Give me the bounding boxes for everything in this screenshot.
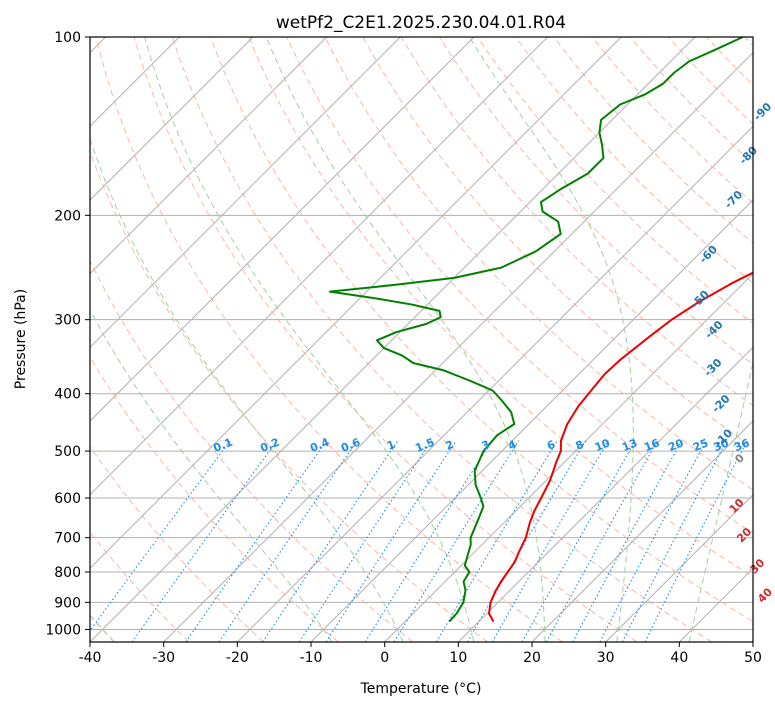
isotherm-20 — [531, 420, 753, 642]
x-tick-label: 20 — [523, 650, 541, 666]
y-tick-label: 400 — [54, 387, 81, 403]
mixing-ratio-label: 2 — [444, 438, 456, 453]
x-tick-label: 10 — [449, 650, 467, 666]
x-tick-label: -10 — [300, 650, 323, 666]
x-tick-label: -20 — [226, 650, 249, 666]
mixing-ratio-line — [298, 440, 432, 642]
mixing-ratio-line — [491, 440, 609, 642]
mixing-ratio-line — [90, 440, 231, 632]
isotherm--70 — [90, 37, 475, 422]
chart-title: wetPf2_C2E1.2025.230.04.01.R04 — [276, 13, 566, 33]
moist-adiabat — [688, 359, 753, 642]
x-tick-label: 30 — [597, 650, 615, 666]
dry-adiabat — [591, 37, 753, 204]
isotherm--50 — [90, 37, 622, 570]
dry-adiabat — [171, 37, 712, 642]
isotherm--30 — [163, 51, 753, 642]
mixing-ratio-line — [262, 440, 399, 642]
y-tick-label: 1000 — [45, 622, 81, 638]
isotherm--60 — [90, 37, 549, 496]
mixing-ratio-label: 16 — [642, 436, 661, 454]
x-tick-label: 40 — [670, 650, 688, 666]
y-tick-label: 500 — [54, 444, 81, 460]
mixing-ratio-line — [599, 440, 707, 642]
isotherm--40 — [90, 37, 696, 642]
mixing-ratio-label: 10 — [593, 436, 612, 454]
dry-adiabat — [400, 37, 753, 407]
mixing-ratio-label: 25 — [691, 436, 710, 454]
mixing-ratio-line — [131, 440, 278, 642]
dry-adiabat — [477, 37, 753, 325]
moist-adiabat — [90, 308, 333, 642]
mixing-ratio-label: 20 — [666, 436, 685, 454]
mixing-ratio-label: 3 — [480, 438, 492, 453]
mixing-ratio-line — [218, 440, 358, 642]
dry-adiabat — [210, 37, 753, 623]
x-axis-label: Temperature (°C) — [360, 681, 482, 697]
mixing-ratio-label: 13 — [620, 436, 639, 454]
isotherm--90 — [90, 37, 328, 275]
plot-grid — [90, 37, 753, 642]
isotherm-0 — [384, 272, 753, 642]
dewpoint-profile — [328, 37, 744, 623]
mixing-ratio-label: 1 — [385, 438, 397, 453]
mixing-ratio-line — [644, 440, 748, 642]
plot-series — [328, 37, 753, 623]
y-tick-label: 800 — [54, 565, 81, 581]
dry-adiabat — [90, 259, 414, 642]
moist-adiabat — [90, 137, 404, 642]
mixing-ratio-line — [435, 440, 558, 642]
isotherm-10 — [457, 346, 753, 642]
moist-adiabat — [468, 37, 634, 642]
x-tick-label: -40 — [79, 650, 102, 666]
dry-adiabat — [95, 37, 563, 642]
isotherm--20 — [236, 125, 753, 642]
mixing-ratio-line — [621, 440, 728, 642]
mixing-ratio-label: 36 — [732, 436, 751, 454]
dry-adiabat — [629, 37, 753, 165]
x-tick-label: 50 — [744, 650, 762, 666]
y-tick-label: 200 — [54, 208, 81, 224]
plot-frame — [89, 36, 754, 643]
temperature-profile — [488, 271, 753, 623]
isotherm-30 — [605, 493, 753, 642]
mixing-ratio-line — [521, 440, 637, 642]
moist-adiabat — [265, 37, 546, 642]
mixing-ratio-line — [393, 440, 520, 642]
y-axis-label: Pressure (hPa) — [13, 289, 29, 389]
isotherm--100 — [90, 37, 254, 201]
mixing-ratio-line — [467, 440, 587, 642]
dry-adiabat — [133, 37, 638, 642]
y-tick-label: 100 — [54, 30, 81, 46]
y-tick-label: 900 — [54, 595, 81, 611]
dry-adiabat — [362, 37, 753, 449]
x-tick-label: 0 — [380, 650, 389, 666]
mixing-ratio-label: 30 — [712, 436, 731, 454]
isotherm--80 — [90, 37, 401, 349]
dry-adiabat — [90, 445, 264, 642]
dry-adiabat — [515, 37, 753, 284]
mixing-ratio-line — [185, 440, 328, 642]
adiabat-labels: 0.10.20.40.611.52346810131620253036-100-… — [212, 100, 775, 606]
x-tick-label: -30 — [152, 650, 175, 666]
mixing-ratio-label: 8 — [574, 438, 586, 453]
dry-adiabat — [248, 37, 753, 578]
dry-adiabat — [324, 37, 753, 491]
y-tick-label: 700 — [54, 531, 81, 547]
y-tick-label: 600 — [54, 491, 81, 507]
y-tick-label: 300 — [54, 313, 81, 329]
axes: -40 -30 -20 -10 0 10 20 30 40 50 1000 900 800 700 600 5… — [45, 30, 762, 666]
